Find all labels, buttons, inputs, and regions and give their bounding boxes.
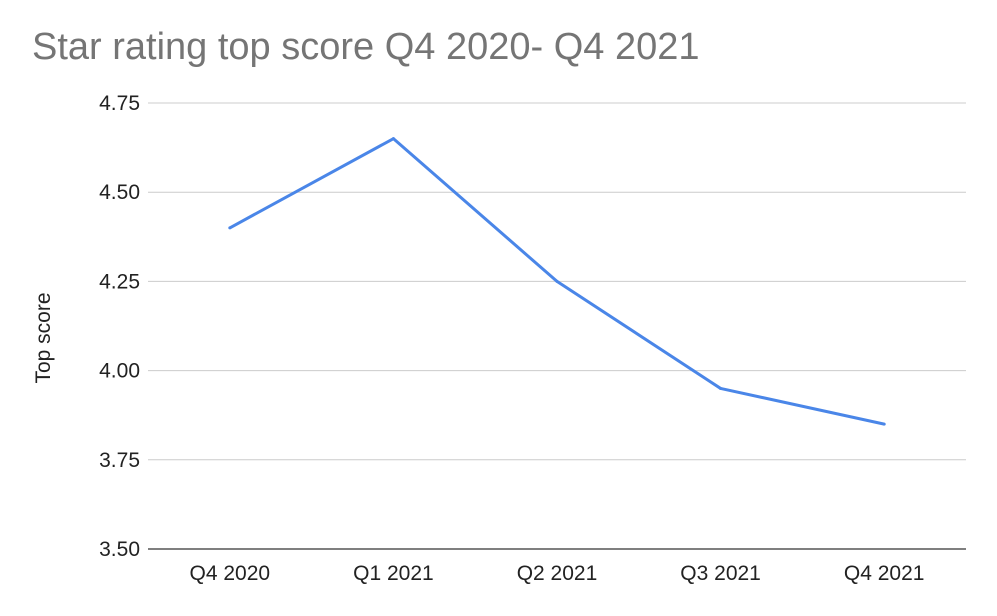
gridlines xyxy=(148,102,966,550)
y-axis-ticks: 3.50 3.75 4.00 4.25 4.50 4.75 xyxy=(99,92,140,561)
series-layer xyxy=(228,137,886,426)
data-point xyxy=(555,279,559,283)
data-point xyxy=(391,137,395,141)
y-tick-label: 3.75 xyxy=(99,449,140,472)
chart-title: Star rating top score Q4 2020- Q4 2021 xyxy=(32,26,700,68)
x-tick-label: Q1 2021 xyxy=(353,562,434,585)
data-point xyxy=(228,226,232,230)
y-tick-label: 3.50 xyxy=(99,538,140,561)
y-tick-label: 4.50 xyxy=(99,181,140,204)
y-tick-label: 4.25 xyxy=(99,270,140,293)
y-tick-label: 4.75 xyxy=(99,92,140,115)
x-tick-label: Q2 2021 xyxy=(517,562,598,585)
x-tick-label: Q3 2021 xyxy=(680,562,761,585)
data-point xyxy=(882,422,886,426)
x-axis-ticks: Q4 2020 Q1 2021 Q2 2021 Q3 2021 Q4 2021 xyxy=(190,562,925,585)
data-point xyxy=(719,386,723,390)
x-tick-label: Q4 2021 xyxy=(844,562,925,585)
x-tick-label: Q4 2020 xyxy=(190,562,271,585)
y-axis-label: Top score xyxy=(32,292,55,383)
y-tick-label: 4.00 xyxy=(99,360,140,383)
